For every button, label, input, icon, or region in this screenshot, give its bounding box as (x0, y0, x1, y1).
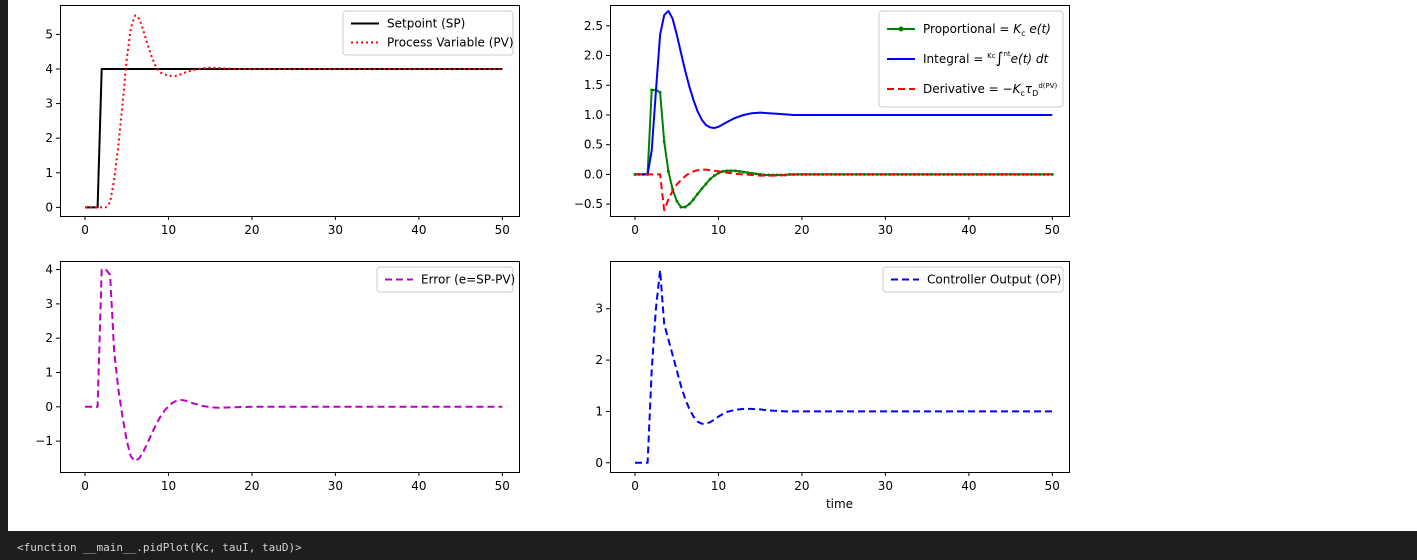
legend-frame (878, 10, 1064, 108)
y-tick-label: 0 (595, 456, 603, 470)
legend-label: Derivative = −KcτDd(PV) (923, 82, 1057, 98)
x-tick-label: 50 (495, 479, 510, 493)
x-tick-label: 40 (961, 223, 976, 237)
series-line-1-1 (85, 68, 503, 209)
y-tick-label: 2 (45, 131, 53, 145)
y-tick-label: 0.0 (584, 167, 603, 181)
legend-1: Setpoint (SP) Process Variable (PV) (342, 10, 514, 56)
y-tick-label: 1 (45, 166, 53, 180)
plot-output-area: 0 10 20 30 40 50 0 1 2 3 4 5 0 10 20 30 40 50 −0.5 0.0 0.5 1.… (8, 0, 1417, 531)
y-tick-label: 1 (45, 366, 53, 380)
y-tick-label: 2 (45, 331, 53, 345)
axes-frame (60, 5, 520, 217)
x-tick-label: 0 (81, 479, 89, 493)
legend-3: Error (e=SP-PV) (376, 266, 515, 293)
x-tick-label: 20 (244, 223, 259, 237)
y-tick-label: −0.5 (574, 197, 603, 211)
chart-panel-4: 0 10 20 30 40 50 0 1 2 3 time (595, 261, 1070, 511)
chart-panel-2: 0 10 20 30 40 50 −0.5 0.0 0.5 1.0 1.5 2.0 2.5 (574, 5, 1070, 237)
legend-2: Proportional = Kc e(t) Integral = Kc∫nte(… (878, 10, 1064, 108)
x-tick-label: 50 (495, 223, 510, 237)
legend-label: Proportional = Kc e(t) (923, 22, 1051, 38)
cell-output-footer: <function __main__.pidPlot(Kc, tauI, tau… (0, 531, 1417, 560)
y-tick-label: 1 (595, 404, 603, 418)
y-tick-label: 5 (45, 27, 53, 41)
legend-4: Controller Output (OP) (882, 266, 1064, 293)
y-tick-label: 1.5 (584, 78, 603, 92)
x-tick-label: 30 (328, 479, 343, 493)
x-tick-label: 30 (878, 479, 893, 493)
function-repr-text: <function __main__.pidPlot(Kc, tauI, tau… (17, 541, 302, 554)
y-tick-label: 1.0 (584, 108, 603, 122)
x-tick-label: 30 (878, 223, 893, 237)
legend-label: Integral = Kc∫nte(t) dt (923, 49, 1050, 67)
x-tick-label: 30 (328, 223, 343, 237)
axes-frame (610, 5, 1070, 217)
x-tick-label: 40 (961, 479, 976, 493)
x-tick-label: 0 (631, 479, 639, 493)
y-tick-label: −1 (35, 434, 53, 448)
x-tick-label: 10 (161, 479, 176, 493)
x-tick-label: 0 (631, 223, 639, 237)
y-tick-label: 0 (45, 200, 53, 214)
y-tick-label: 2 (595, 353, 603, 367)
x-tick-label: 40 (411, 479, 426, 493)
x-tick-label: 20 (794, 479, 809, 493)
y-tick-label: 3 (595, 302, 603, 316)
y-tick-label: 4 (45, 62, 53, 76)
x-tick-label: 40 (411, 223, 426, 237)
legend-label: Controller Output (OP) (927, 273, 1061, 287)
x-tick-label: 20 (794, 223, 809, 237)
chart-panel-1: 0 10 20 30 40 50 0 1 2 3 4 5 (45, 5, 520, 237)
legend-label: Process Variable (PV) (387, 36, 514, 50)
chart-panel-3: 0 10 20 30 40 50 −1 0 1 2 3 4 (35, 261, 520, 493)
x-tick-label: 0 (81, 223, 89, 237)
legend-label: Setpoint (SP) (387, 17, 465, 31)
series-line-4-1 (635, 269, 1053, 464)
x-tick-label: 50 (1045, 479, 1060, 493)
legend-frame (342, 10, 514, 56)
series-line-2-1 (633, 88, 1054, 209)
x-tick-label: 20 (244, 479, 259, 493)
y-tick-label: 0.5 (584, 138, 603, 152)
legend-marker (898, 26, 904, 32)
x-tick-label: 10 (711, 223, 726, 237)
y-tick-label: 3 (45, 297, 53, 311)
legend-label: Error (e=SP-PV) (421, 273, 515, 287)
y-tick-label: 0 (45, 400, 53, 414)
legend-frame (376, 266, 514, 293)
series-line-2-2 (635, 9, 1053, 176)
legend-frame (882, 266, 1064, 293)
x-tick-label: 10 (161, 223, 176, 237)
y-tick-label: 2.5 (584, 19, 603, 33)
axes-frame (60, 261, 520, 473)
x-tick-label: 50 (1045, 223, 1060, 237)
series-line-2-3 (635, 168, 1053, 212)
x-axis-label: time (826, 497, 853, 511)
axes-frame (610, 261, 1070, 473)
x-tick-label: 10 (711, 479, 726, 493)
y-tick-label: 3 (45, 97, 53, 111)
y-tick-label: 4 (45, 263, 53, 277)
series-line-3-1 (85, 268, 503, 462)
y-tick-label: 2.0 (584, 49, 603, 63)
